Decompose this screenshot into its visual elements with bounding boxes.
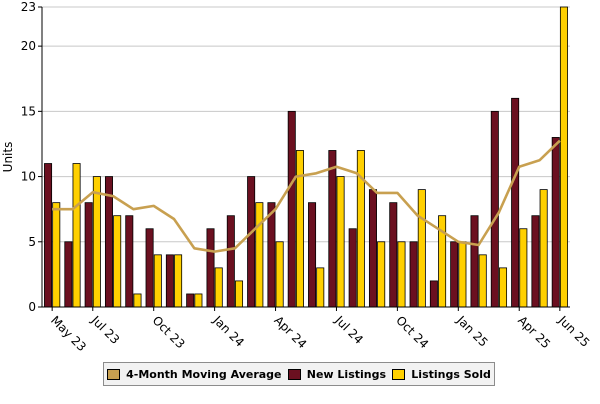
bar-listings-sold [214, 267, 223, 308]
bar-new-listings [531, 215, 540, 308]
bar-new-listings [206, 228, 215, 308]
legend-label-moving-average: 4-Month Moving Average [126, 367, 282, 381]
bar-new-listings [409, 241, 418, 308]
plot-area [42, 7, 570, 307]
x-tick-label: May 23 [48, 313, 89, 354]
y-tick-label: 20 [21, 39, 36, 53]
x-tick-label: Oct 24 [393, 313, 431, 351]
line-moving-average [52, 139, 561, 253]
bar-listings-sold [255, 202, 264, 308]
bar-new-listings [389, 202, 398, 308]
bar-listings-sold [72, 163, 81, 308]
y-tick-label: 15 [21, 104, 36, 118]
bar-new-listings [247, 176, 256, 308]
x-tick-label: Jan 25 [453, 313, 490, 350]
bar-new-listings [429, 280, 438, 308]
bar-new-listings [186, 293, 195, 308]
bar-listings-sold [377, 241, 386, 308]
bar-listings-sold [133, 293, 142, 308]
bar-listings-sold [559, 6, 568, 308]
bar-listings-sold [153, 254, 162, 308]
y-tick-label: 23 [21, 0, 36, 14]
bar-listings-sold [458, 241, 467, 308]
legend-item-listings-sold: Listings Sold [392, 368, 491, 381]
bar-new-listings [490, 110, 499, 308]
bar-new-listings [125, 215, 134, 308]
x-tick-label: Oct 23 [150, 313, 188, 351]
bar-listings-sold [275, 241, 284, 308]
bar-new-listings [287, 110, 296, 308]
bar-new-listings [368, 189, 377, 308]
legend-swatch-new-listings [287, 368, 301, 380]
bar-new-listings [84, 202, 93, 308]
bar-new-listings [450, 241, 459, 308]
bar-new-listings [145, 228, 154, 308]
y-tick-label: 5 [28, 235, 36, 249]
bar-listings-sold [113, 215, 122, 308]
bar-listings-sold [52, 202, 61, 308]
x-tick-label: Apr 24 [271, 313, 309, 351]
bar-listings-sold [174, 254, 183, 308]
x-tick-label: Jul 24 [332, 313, 366, 347]
bar-listings-sold [235, 280, 244, 308]
legend-label-listings-sold: Listings Sold [411, 367, 491, 381]
bar-listings-sold [397, 241, 406, 308]
bar-new-listings [470, 215, 479, 308]
bar-listings-sold [417, 189, 426, 308]
y-tick-label: 0 [28, 300, 36, 314]
x-tick-label: Apr 25 [515, 313, 553, 351]
x-tick-label: Jul 23 [88, 313, 122, 347]
legend-swatch-moving-average [107, 368, 121, 380]
x-tick-label: Jun 25 [555, 313, 592, 350]
y-axis-label: Units [1, 142, 15, 173]
x-tick-label: Jan 24 [210, 313, 247, 350]
bar-listings-sold [295, 150, 304, 308]
bar-new-listings [551, 137, 560, 308]
y-tick-label: 10 [21, 170, 36, 184]
bar-new-listings [267, 202, 276, 308]
legend: 4-Month Moving Average New Listings List… [103, 362, 495, 386]
bar-new-listings [226, 215, 235, 308]
bar-new-listings [348, 228, 357, 308]
bar-new-listings [308, 202, 317, 308]
bar-listings-sold [316, 267, 325, 308]
bar-new-listings [165, 254, 174, 308]
bar-listings-sold [478, 254, 487, 308]
bar-listings-sold [519, 228, 528, 308]
legend-label-new-listings: New Listings [306, 367, 387, 381]
bar-listings-sold [499, 267, 508, 308]
bar-listings-sold [194, 293, 203, 308]
legend-item-moving-average: 4-Month Moving Average [107, 367, 282, 381]
bar-listings-sold [336, 176, 345, 308]
bar-new-listings [511, 97, 520, 308]
bar-listings-sold [539, 189, 548, 308]
bar-listings-sold [92, 176, 101, 308]
bar-new-listings [44, 163, 53, 308]
legend-item-new-listings: New Listings [287, 367, 387, 381]
legend-swatch-listings-sold [392, 368, 406, 380]
bar-new-listings [64, 241, 73, 308]
bar-new-listings [328, 150, 337, 308]
